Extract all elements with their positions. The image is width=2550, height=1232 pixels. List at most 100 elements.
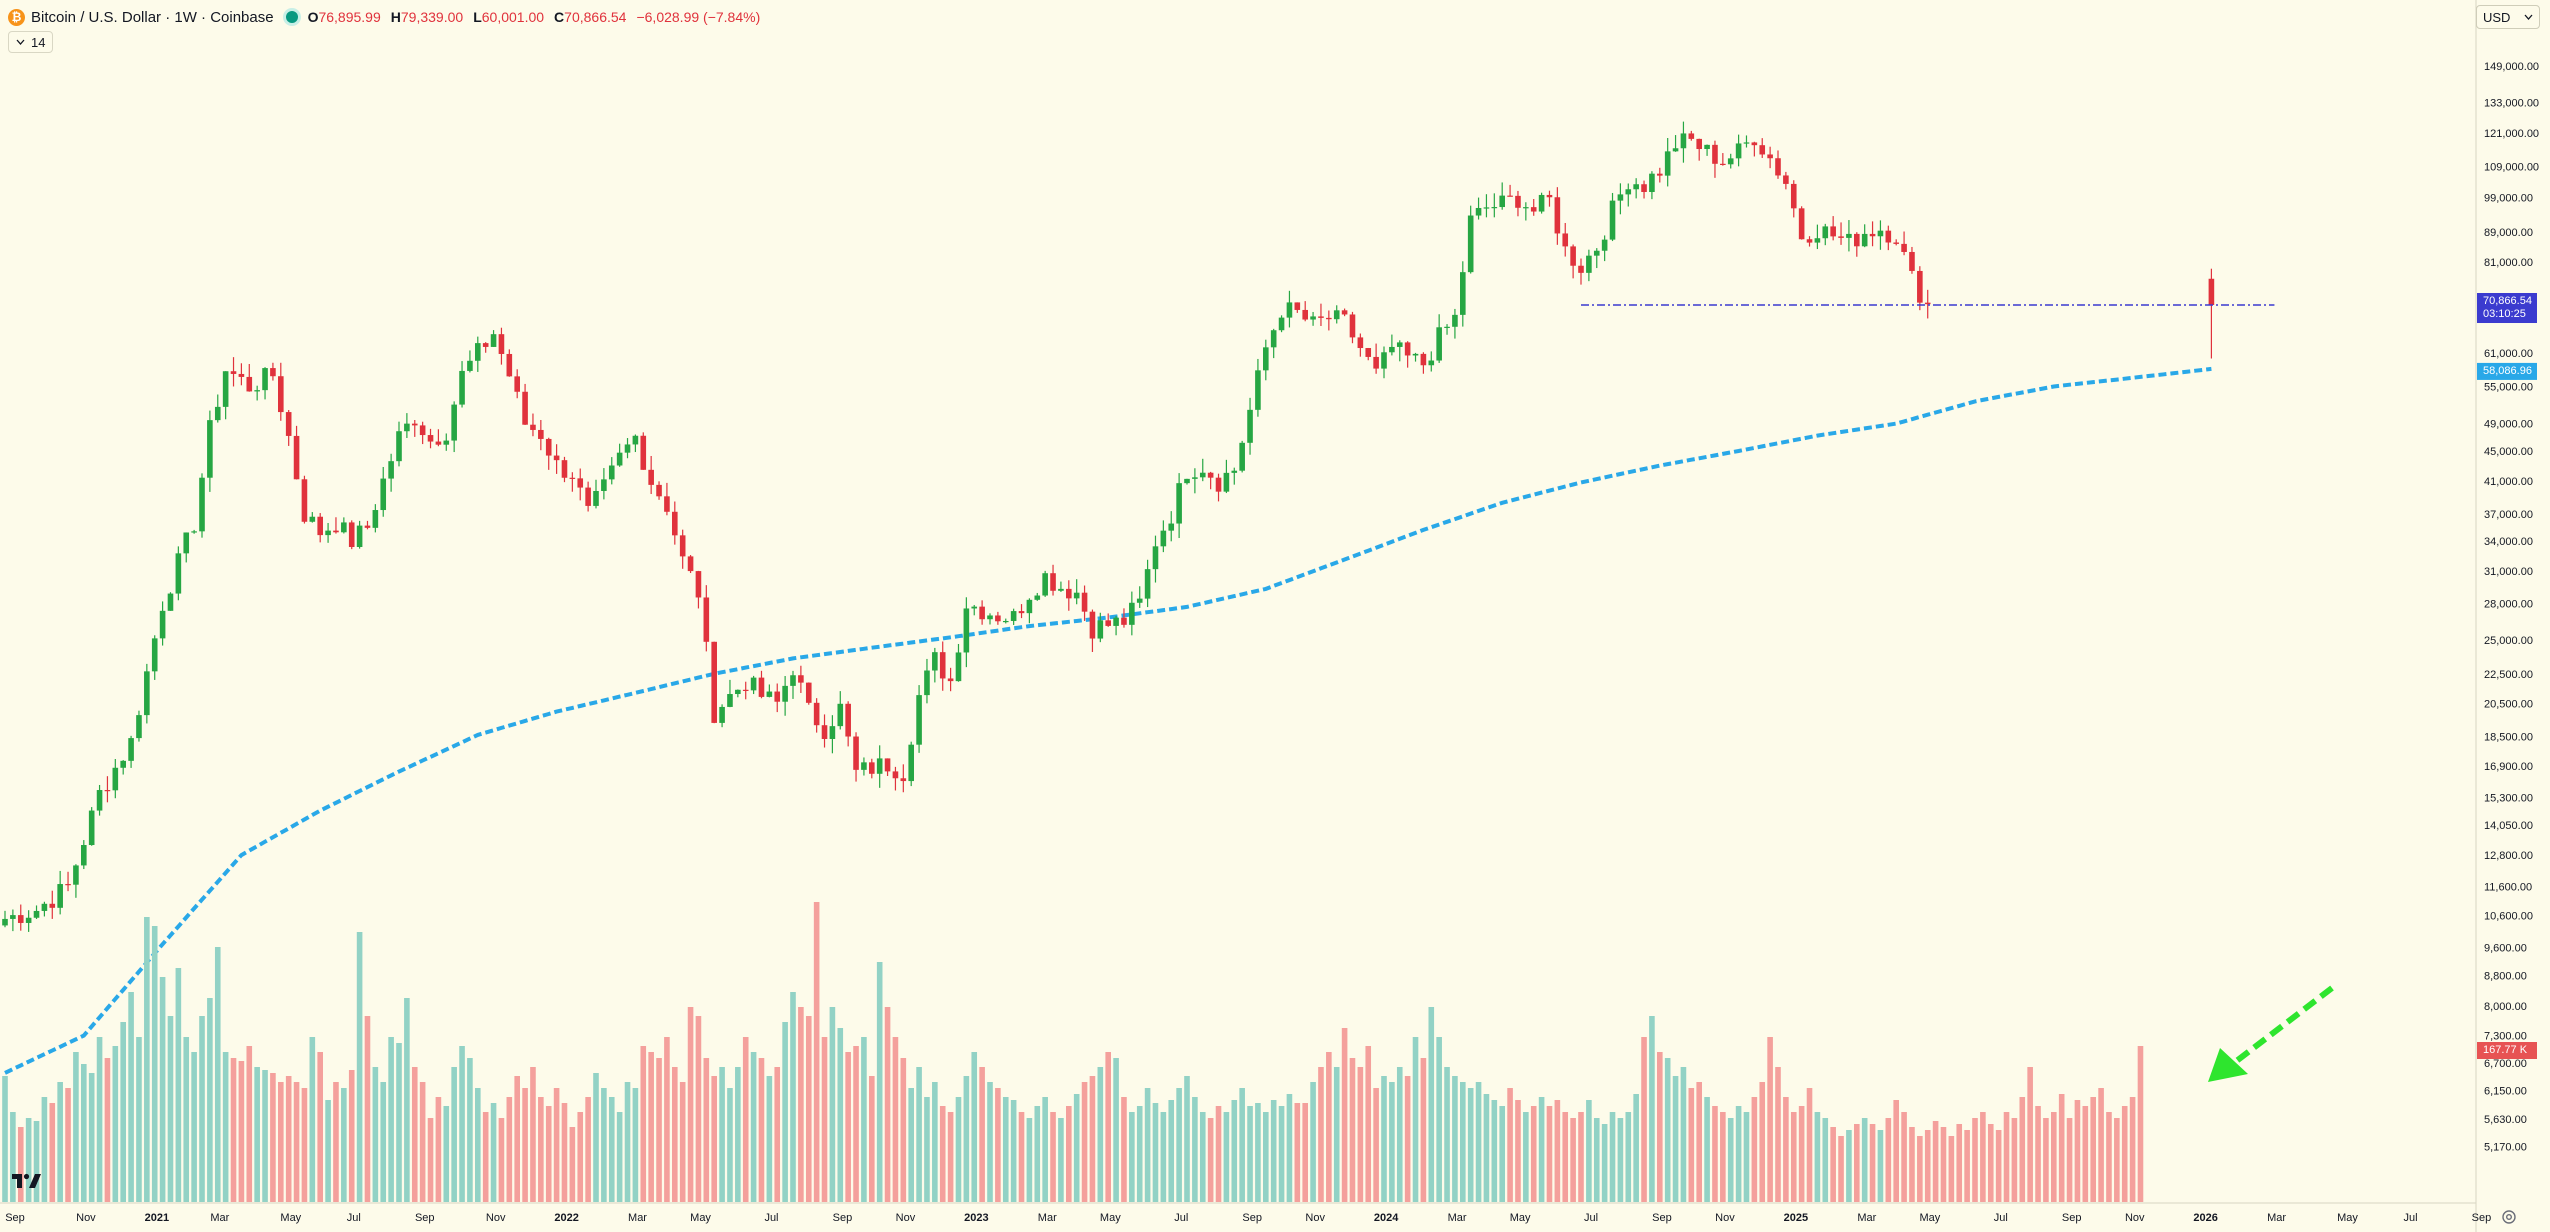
candle-body (1121, 617, 1127, 625)
volume-bar (2058, 1094, 2065, 1202)
volume-bar (522, 1088, 528, 1202)
candle-body (798, 675, 804, 683)
candle-body (1184, 478, 1190, 484)
candle-body (1869, 233, 1876, 237)
volume-bar (1822, 1118, 1829, 1202)
volume-bar (687, 1007, 694, 1202)
price-tick-label: 31,000.00 (2484, 566, 2533, 578)
volume-bar (1987, 1124, 1994, 1202)
candle-body (419, 425, 426, 436)
volume-bar (1333, 1067, 1340, 1202)
time-tick-label: Nov (2125, 1212, 2145, 1224)
price-tick-label: 133,000.00 (2484, 98, 2539, 110)
chevron-down-icon (2524, 14, 2533, 20)
volume-bar (151, 926, 158, 1202)
time-tick-label: 2021 (145, 1212, 169, 1224)
volume-bar (278, 1082, 284, 1202)
volume-bar (1396, 1067, 1403, 1202)
volume-bar (750, 1052, 757, 1202)
candle-body (514, 376, 520, 392)
volume-bar (1593, 1118, 1600, 1202)
candle-body (805, 682, 812, 703)
candle-body (774, 691, 781, 702)
volume-bar (1239, 1088, 1245, 1202)
candle-body (585, 487, 591, 506)
volume-bar (1617, 1118, 1624, 1202)
candle-body (1310, 316, 1316, 320)
candle-body (624, 444, 631, 453)
price-tick-label: 49,000.00 (2484, 419, 2533, 431)
volume-bar (742, 1037, 749, 1202)
volume-bar (1940, 1127, 1947, 1202)
candle-body (88, 810, 95, 846)
volume-bar (829, 1007, 836, 1202)
settings-gear-icon[interactable] (2500, 1208, 2518, 1226)
volume-bar (167, 1016, 174, 1202)
volume-bar (498, 1118, 505, 1202)
price-tick-label: 22,500.00 (2484, 669, 2533, 681)
candle-body (372, 510, 379, 528)
volume-bar (73, 1052, 79, 1202)
candle-body (1617, 194, 1624, 201)
candle-body (1838, 236, 1844, 238)
candle-body (750, 677, 757, 691)
candle-body (1783, 175, 1789, 184)
candle-body (1199, 472, 1206, 478)
volume-bar (1389, 1082, 1395, 1202)
candle-body (553, 455, 560, 461)
time-tick-label: Jul (1584, 1212, 1598, 1224)
volume-bar (2082, 1106, 2089, 1202)
candle-body (33, 910, 40, 918)
candle-body (1050, 573, 1056, 591)
volume-bar (1515, 1100, 1521, 1202)
candle-body (640, 435, 647, 470)
candle-body (1081, 592, 1088, 612)
symbol-title[interactable]: Bitcoin / U.S. Dollar · 1W · Coinbase (31, 8, 274, 26)
currency-selector[interactable]: USD (2476, 5, 2540, 29)
volume-bar (1002, 1097, 1009, 1202)
price-tick-label: 14,050.00 (2484, 820, 2533, 832)
volume-bar (845, 1052, 851, 1202)
candle-body (1215, 477, 1222, 492)
candle-body (404, 423, 410, 432)
volume-bar (1089, 1076, 1096, 1202)
volume-bar (1152, 1103, 1159, 1202)
candle-body (939, 652, 946, 679)
candle-body (1814, 238, 1821, 243)
candle-body (1058, 588, 1064, 591)
time-axis[interactable]: Sep Nov 2021 Mar May Jul Sep Nov 2022 Mar May Jul Se… (0, 1202, 2491, 1224)
candle-body (482, 343, 489, 347)
volume-bar (388, 1037, 394, 1202)
ma-value-label-box (2477, 362, 2537, 380)
candle-body (254, 390, 260, 392)
indicators-toggle-button[interactable]: 14 (8, 31, 54, 53)
volume-bar (333, 1082, 339, 1202)
candle-body (1460, 272, 1466, 315)
volume-bar (2003, 1112, 2010, 1202)
volume-bar (2129, 1097, 2136, 1202)
price-tick-label: 11,600.00 (2484, 882, 2532, 894)
volume-bar (49, 1103, 56, 1202)
volume-bar (553, 1088, 560, 1202)
volume-bar (1097, 1067, 1104, 1202)
candle-body (1270, 330, 1277, 348)
volume-bar (861, 1037, 867, 1202)
volume-bar (569, 1127, 576, 1202)
time-tick-label: Jul (347, 1212, 361, 1224)
tradingview-logo-icon[interactable] (10, 1168, 46, 1192)
candle-body (1704, 144, 1710, 150)
candle-body (1538, 194, 1545, 212)
volume-bar (1310, 1082, 1316, 1202)
candle-body (932, 652, 938, 671)
candle-body (1286, 302, 1293, 318)
volume-bar (191, 1052, 197, 1202)
candle-body (1515, 195, 1521, 208)
price-axis[interactable]: 149,000.00 133,000.00 121,000.00 109,000.00… (2475, 0, 2539, 1232)
candle-body (1326, 317, 1332, 320)
volume-bar (585, 1097, 591, 1202)
volume-bar (1223, 1112, 1230, 1202)
volume-bar (1207, 1118, 1214, 1202)
volume-bar (955, 1097, 962, 1202)
candle-body (1790, 183, 1797, 209)
